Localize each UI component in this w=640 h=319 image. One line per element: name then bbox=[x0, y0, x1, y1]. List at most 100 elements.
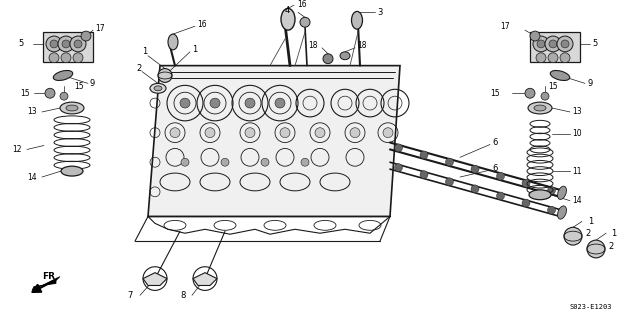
Circle shape bbox=[275, 98, 285, 108]
Circle shape bbox=[61, 53, 71, 63]
Text: 13: 13 bbox=[27, 108, 36, 116]
Circle shape bbox=[445, 158, 454, 166]
Text: FR.: FR. bbox=[42, 272, 58, 281]
Circle shape bbox=[245, 128, 255, 137]
Circle shape bbox=[530, 31, 540, 41]
Circle shape bbox=[205, 128, 215, 137]
Circle shape bbox=[420, 171, 428, 179]
Ellipse shape bbox=[557, 206, 566, 219]
Text: 14: 14 bbox=[572, 196, 582, 205]
Text: 16: 16 bbox=[197, 20, 207, 29]
Circle shape bbox=[497, 192, 504, 200]
Circle shape bbox=[587, 240, 605, 258]
Circle shape bbox=[170, 128, 180, 137]
Circle shape bbox=[261, 158, 269, 166]
Text: 6: 6 bbox=[492, 138, 497, 147]
Circle shape bbox=[525, 88, 535, 98]
Text: 12: 12 bbox=[12, 145, 22, 154]
Circle shape bbox=[536, 53, 546, 63]
Ellipse shape bbox=[60, 102, 84, 114]
Circle shape bbox=[323, 54, 333, 64]
Circle shape bbox=[60, 92, 68, 100]
Text: 17: 17 bbox=[500, 22, 509, 31]
Text: 15: 15 bbox=[548, 82, 557, 91]
Text: 5: 5 bbox=[592, 40, 597, 48]
Text: 2: 2 bbox=[608, 241, 613, 250]
Ellipse shape bbox=[557, 186, 566, 199]
Polygon shape bbox=[530, 32, 580, 62]
Text: 15: 15 bbox=[20, 89, 29, 98]
Polygon shape bbox=[43, 32, 93, 62]
Text: 6: 6 bbox=[492, 164, 497, 173]
Circle shape bbox=[547, 206, 556, 214]
Ellipse shape bbox=[550, 70, 570, 80]
Circle shape bbox=[62, 40, 70, 48]
Text: 1: 1 bbox=[142, 47, 147, 56]
Circle shape bbox=[74, 40, 82, 48]
Circle shape bbox=[548, 53, 558, 63]
Text: 2: 2 bbox=[585, 229, 590, 238]
Text: 3: 3 bbox=[377, 8, 382, 17]
Text: 13: 13 bbox=[572, 108, 582, 116]
Text: 9: 9 bbox=[587, 79, 592, 88]
Circle shape bbox=[158, 69, 172, 82]
Circle shape bbox=[49, 53, 59, 63]
Circle shape bbox=[561, 40, 569, 48]
Ellipse shape bbox=[528, 102, 552, 114]
Circle shape bbox=[445, 178, 454, 186]
Circle shape bbox=[547, 187, 556, 194]
Text: 2: 2 bbox=[136, 64, 141, 73]
Circle shape bbox=[73, 53, 83, 63]
Circle shape bbox=[394, 164, 403, 172]
Text: 8: 8 bbox=[180, 291, 186, 300]
Circle shape bbox=[522, 179, 530, 187]
Text: 10: 10 bbox=[572, 129, 582, 138]
Ellipse shape bbox=[66, 105, 78, 111]
Circle shape bbox=[471, 165, 479, 173]
Circle shape bbox=[545, 36, 561, 52]
Text: 18: 18 bbox=[357, 41, 367, 50]
Text: 1: 1 bbox=[588, 217, 593, 226]
Circle shape bbox=[210, 98, 220, 108]
Circle shape bbox=[350, 128, 360, 137]
Text: 9: 9 bbox=[90, 79, 95, 88]
Circle shape bbox=[560, 53, 570, 63]
Circle shape bbox=[471, 185, 479, 193]
Ellipse shape bbox=[150, 83, 166, 93]
Text: 1: 1 bbox=[611, 229, 616, 238]
Text: 14: 14 bbox=[27, 173, 36, 182]
Ellipse shape bbox=[281, 8, 295, 30]
Circle shape bbox=[58, 36, 74, 52]
Circle shape bbox=[81, 31, 91, 41]
Text: 1: 1 bbox=[192, 45, 197, 54]
Circle shape bbox=[383, 128, 393, 137]
Circle shape bbox=[300, 17, 310, 27]
Text: 17: 17 bbox=[95, 24, 104, 33]
Text: 11: 11 bbox=[572, 167, 582, 176]
Circle shape bbox=[537, 40, 545, 48]
Circle shape bbox=[497, 172, 504, 180]
Polygon shape bbox=[148, 66, 400, 217]
Ellipse shape bbox=[529, 190, 551, 200]
Polygon shape bbox=[143, 273, 167, 286]
Circle shape bbox=[301, 158, 309, 166]
Circle shape bbox=[180, 98, 190, 108]
Polygon shape bbox=[32, 277, 60, 290]
Circle shape bbox=[280, 128, 290, 137]
Circle shape bbox=[70, 36, 86, 52]
Circle shape bbox=[181, 158, 189, 166]
Text: 5: 5 bbox=[18, 40, 23, 48]
Circle shape bbox=[394, 144, 403, 152]
Text: 15: 15 bbox=[490, 89, 500, 98]
Circle shape bbox=[522, 199, 530, 207]
Circle shape bbox=[541, 92, 549, 100]
Ellipse shape bbox=[168, 34, 178, 50]
Circle shape bbox=[221, 158, 229, 166]
Circle shape bbox=[45, 88, 55, 98]
Text: 4: 4 bbox=[285, 6, 291, 15]
Ellipse shape bbox=[53, 70, 73, 80]
Ellipse shape bbox=[351, 11, 362, 29]
Circle shape bbox=[50, 40, 58, 48]
Circle shape bbox=[420, 151, 428, 159]
Text: 16: 16 bbox=[297, 0, 307, 9]
